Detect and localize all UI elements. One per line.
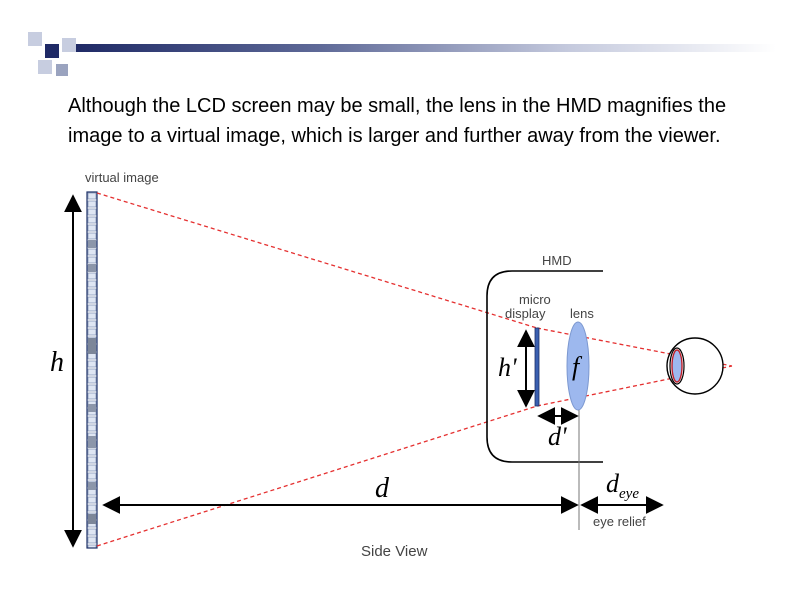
- header-square-navy: [45, 44, 59, 58]
- display-label: display: [505, 306, 546, 321]
- header-square-bottom: [38, 60, 52, 74]
- virtual-image-column: [86, 191, 98, 549]
- eye-relief-label: eye relief: [593, 514, 646, 529]
- ray-bottom-display: [536, 365, 733, 407]
- body-text-line-1: Although the LCD screen may be small, th…: [68, 95, 727, 117]
- eye: [666, 337, 724, 395]
- ray-top-virtual: [96, 192, 538, 329]
- d-eye-label: deye: [606, 469, 639, 502]
- slide-body-text: Although the LCD screen may be small, th…: [68, 91, 768, 151]
- header-square-gray: [56, 64, 68, 76]
- virtual-image-label: virtual image: [85, 170, 159, 185]
- header-square-light: [62, 38, 76, 52]
- ray-bottom-virtual: [96, 405, 538, 547]
- hmd-label: HMD: [542, 253, 572, 268]
- hmd-housing: [486, 270, 603, 463]
- micro-label: micro: [519, 292, 551, 307]
- header-gradient-bar: [76, 44, 776, 52]
- micro-display: [534, 327, 540, 407]
- side-view-label: Side View: [361, 543, 428, 560]
- d-eye-base: d: [606, 469, 620, 498]
- body-text-line-2: image to a virtual image, which is large…: [68, 125, 721, 147]
- red-rays: [96, 192, 733, 547]
- lens-label: lens: [570, 306, 594, 321]
- header-square-top-left: [28, 32, 42, 46]
- d-label: d: [375, 473, 390, 504]
- h-prime-label: h': [498, 353, 517, 382]
- ray-top-display: [536, 327, 733, 367]
- d-eye-subscript: eye: [619, 486, 639, 502]
- d-prime-label: d': [548, 422, 567, 451]
- h-label: h: [50, 347, 64, 378]
- f-label: f: [572, 352, 583, 381]
